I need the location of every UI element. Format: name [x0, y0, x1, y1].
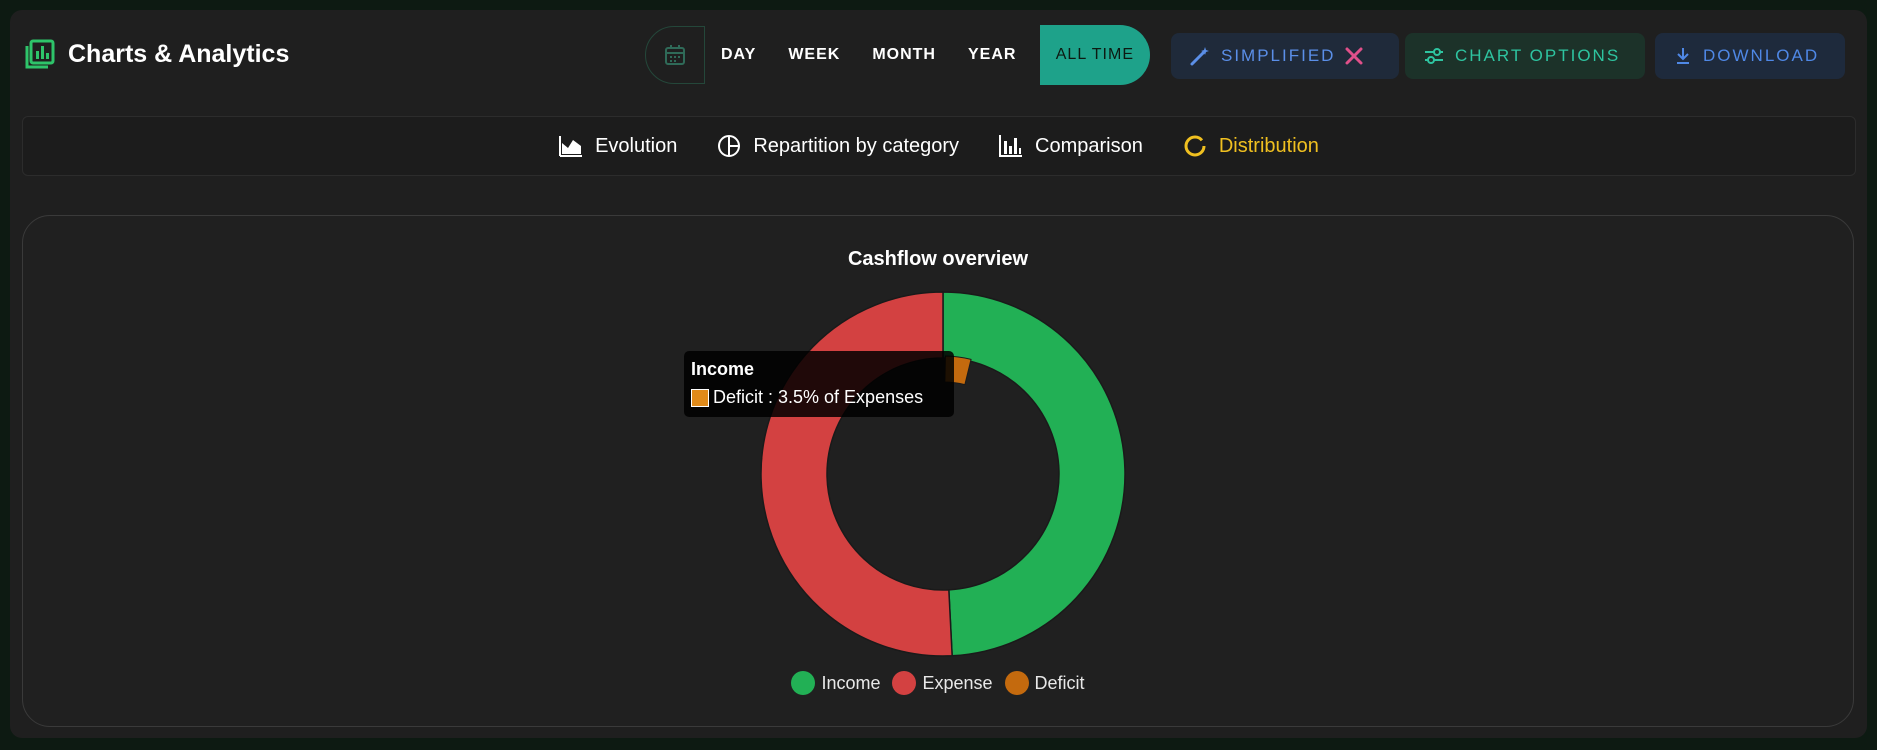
- period-all-time[interactable]: ALL TIME: [1039, 25, 1150, 85]
- tab-evolution[interactable]: Evolution: [559, 135, 677, 158]
- app-title: Charts & Analytics: [24, 38, 289, 70]
- app-frame: Charts & Analytics DAY WEEK MONTH: [10, 10, 1867, 738]
- chart-options-label: CHART OPTIONS: [1455, 46, 1621, 65]
- legend-label-deficit: Deficit: [1034, 672, 1085, 693]
- tab-distribution-label: Distribution: [1218, 134, 1319, 157]
- donut-chart-icon: [1184, 135, 1206, 157]
- sliders-icon: [1425, 48, 1443, 64]
- chart-legend: Income Expense Deficit: [23, 671, 1853, 695]
- tab-repartition[interactable]: Repartition by category: [717, 134, 959, 158]
- page-title: Charts & Analytics: [68, 39, 290, 68]
- download-icon: [1677, 48, 1689, 64]
- legend-item-expense[interactable]: Expense: [892, 671, 993, 695]
- donut-slice-income[interactable]: [942, 291, 1126, 657]
- chart-tabs: Evolution Repartition by category Compar…: [22, 116, 1856, 176]
- legend-item-deficit[interactable]: Deficit: [1004, 671, 1085, 695]
- header: Charts & Analytics DAY WEEK MONTH: [10, 10, 1867, 100]
- legend-dot-deficit: [1004, 671, 1029, 695]
- chart-tooltip: Income Deficit : 3.5% of Expenses: [684, 351, 954, 417]
- analytics-icon: [25, 39, 55, 69]
- download-button[interactable]: DOWNLOAD: [1655, 33, 1845, 79]
- tooltip-text: Deficit : 3.5% of Expenses: [713, 387, 924, 407]
- calendar-button[interactable]: [645, 26, 705, 84]
- area-chart-icon: [559, 136, 583, 157]
- tab-repartition-label: Repartition by category: [753, 134, 960, 157]
- period-year[interactable]: YEAR: [967, 46, 1017, 63]
- tooltip-row: Deficit : 3.5% of Expenses: [691, 387, 947, 408]
- legend-dot-expense: [892, 671, 917, 695]
- tab-evolution-label: Evolution: [595, 134, 678, 157]
- download-label: DOWNLOAD: [1703, 46, 1820, 65]
- tab-comparison-label: Comparison: [1035, 134, 1143, 157]
- pie-chart-icon: [718, 135, 741, 157]
- tooltip-title: Income: [691, 359, 755, 379]
- simplified-button[interactable]: SIMPLIFIED: [1171, 33, 1399, 79]
- legend-item-income[interactable]: Income: [791, 671, 880, 695]
- chart-title: Cashflow overview: [847, 248, 1029, 270]
- close-icon[interactable]: [1345, 47, 1363, 65]
- legend-dot-income: [791, 671, 816, 695]
- period-day[interactable]: DAY: [721, 46, 757, 63]
- donut-slice-expense[interactable]: [760, 291, 953, 657]
- donut-chart: [760, 291, 1126, 657]
- tab-comparison[interactable]: Comparison: [999, 135, 1143, 158]
- tab-distribution[interactable]: Distribution: [1183, 134, 1319, 158]
- legend-label-expense: Expense: [922, 672, 993, 693]
- simplified-label: SIMPLIFIED: [1221, 46, 1336, 65]
- chart-card: Cashflow overview Income Expense Deficit…: [22, 215, 1854, 727]
- period-selector: DAY WEEK MONTH YEAR ALL TIME: [645, 25, 1150, 85]
- chart-options-button[interactable]: CHART OPTIONS: [1405, 33, 1645, 79]
- legend-label-income: Income: [821, 672, 881, 693]
- calendar-icon: [665, 45, 685, 65]
- magic-wand-icon: [1190, 47, 1209, 66]
- period-week[interactable]: WEEK: [788, 46, 841, 63]
- bar-chart-icon: [999, 135, 1023, 157]
- period-month[interactable]: MONTH: [872, 46, 936, 63]
- tooltip-swatch: [691, 388, 709, 407]
